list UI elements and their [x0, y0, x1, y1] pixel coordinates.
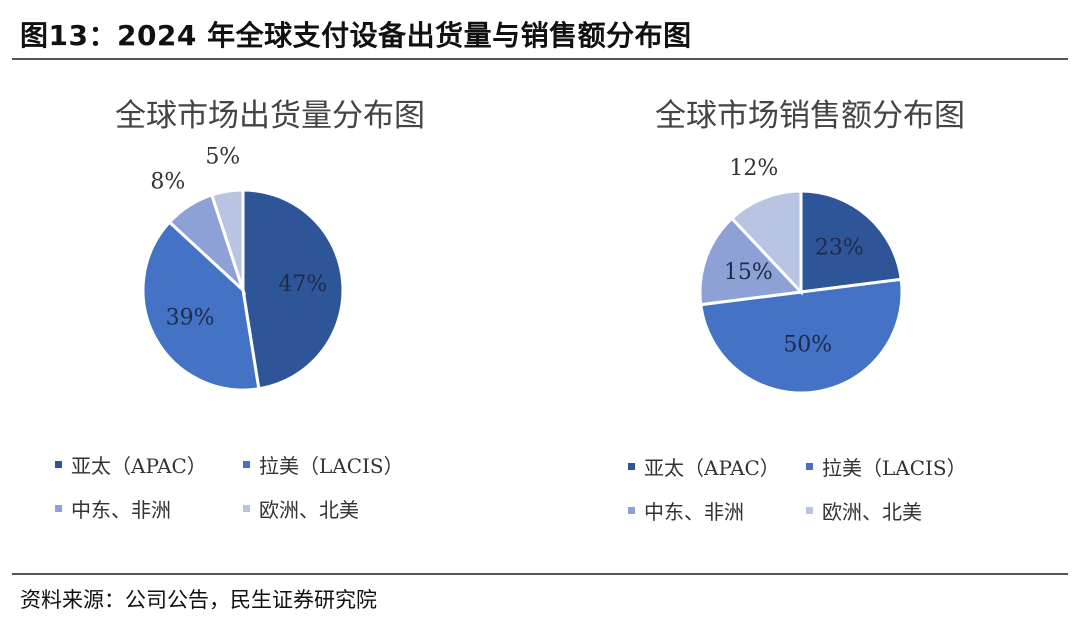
legend-item-apac: 亚太（APAC）: [628, 452, 780, 481]
legend-item-lacis: 拉美（LACIS）: [243, 450, 404, 479]
pie-label-mea: 15%: [724, 260, 773, 285]
sales-chart-title: 全球市场销售额分布图: [655, 98, 965, 134]
legend-item-mea: 中东、非洲: [628, 496, 744, 525]
legend-label-apac: 亚太（APAC）: [644, 456, 780, 480]
pie-label-lacis: 50%: [783, 333, 832, 358]
pie-label-mea: 8%: [150, 169, 185, 194]
figure-title: 图13：2024 年全球支付设备出货量与销售额分布图: [20, 19, 692, 52]
pie-label-apac: 47%: [278, 272, 327, 297]
legend-label-apac: 亚太（APAC）: [71, 454, 207, 478]
bottom-divider: [12, 573, 1068, 575]
shipment-chart-title: 全球市场出货量分布图: [115, 98, 425, 134]
legend-swatch-apac: [55, 461, 62, 468]
source-note: 资料来源：公司公告，民生证券研究院: [20, 588, 377, 612]
legend-swatch-apac: [628, 463, 635, 470]
legend-label-ena: 欧洲、北美: [259, 498, 359, 522]
legend-swatch-mea: [55, 505, 62, 512]
legend-swatch-ena: [243, 505, 250, 512]
legend-label-mea: 中东、非洲: [71, 498, 171, 522]
pie-slice-mea: [698, 216, 805, 307]
pie-label-ena: 5%: [205, 145, 240, 170]
shipment-pie-panel: 全球市场出货量分布图 47% 39% 8% 5% 亚太（APAC） 拉美（LACIS）…: [10, 80, 530, 550]
legend-label-lacis: 拉美（LACIS）: [822, 456, 967, 480]
pie-slice-ena: [729, 189, 803, 296]
legend-label-mea: 中东、非洲: [644, 500, 744, 524]
legend-label-lacis: 拉美（LACIS）: [259, 454, 404, 478]
legend-swatch-lacis: [243, 461, 250, 468]
legend-item-ena: 欧洲、北美: [243, 494, 359, 523]
top-divider: [12, 58, 1068, 60]
pie-slice-ena: [209, 188, 245, 291]
pie-label-lacis: 39%: [166, 305, 215, 330]
legend-swatch-mea: [628, 507, 635, 514]
pie-label-apac: 23%: [815, 235, 864, 260]
legend-item-apac: 亚太（APAC）: [55, 450, 207, 479]
pie-slice-lacis: [699, 277, 904, 395]
legend-label-ena: 欧洲、北美: [822, 500, 922, 524]
legend-swatch-ena: [806, 507, 813, 514]
legend-item-ena: 欧洲、北美: [806, 496, 922, 525]
shipment-pie-chart: 47% 39% 8% 5%: [141, 145, 345, 392]
legend-item-mea: 中东、非洲: [55, 494, 171, 523]
pie-slice-lacis: [141, 220, 261, 392]
pie-label-ena: 12%: [729, 156, 778, 181]
pie-slice-apac: [241, 188, 345, 391]
sales-pie-chart: 23% 50% 15% 12%: [698, 156, 904, 395]
legend-item-lacis: 拉美（LACIS）: [806, 452, 967, 481]
sales-pie-panel: 全球市场销售额分布图 23% 50% 15% 12% 亚太（APAC） 拉美（LACI…: [550, 80, 1070, 550]
legend-swatch-lacis: [806, 463, 813, 470]
pie-slice-apac: [799, 189, 903, 294]
